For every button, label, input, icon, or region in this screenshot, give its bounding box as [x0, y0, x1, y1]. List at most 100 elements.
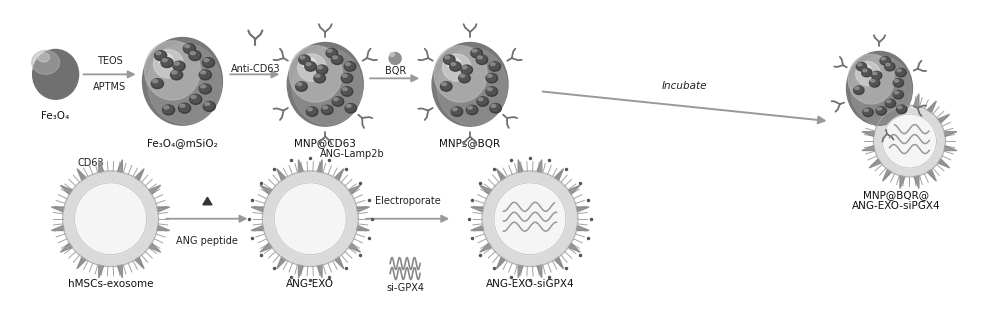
Text: Anti-CD63: Anti-CD63 [231, 64, 280, 74]
Ellipse shape [487, 74, 492, 77]
Ellipse shape [345, 104, 357, 113]
Polygon shape [60, 185, 72, 194]
Ellipse shape [183, 44, 195, 53]
Ellipse shape [856, 63, 867, 71]
Ellipse shape [332, 56, 341, 63]
Ellipse shape [191, 95, 196, 99]
Ellipse shape [896, 69, 905, 75]
Ellipse shape [864, 109, 868, 112]
Ellipse shape [390, 52, 395, 57]
Ellipse shape [490, 63, 495, 65]
Ellipse shape [147, 43, 221, 124]
Ellipse shape [897, 105, 907, 113]
Polygon shape [900, 176, 905, 188]
Polygon shape [518, 160, 523, 172]
Ellipse shape [201, 71, 206, 74]
Ellipse shape [33, 50, 79, 99]
Ellipse shape [441, 82, 452, 91]
Polygon shape [251, 207, 264, 212]
Polygon shape [869, 159, 881, 168]
Ellipse shape [190, 52, 195, 55]
Ellipse shape [462, 66, 471, 73]
Polygon shape [75, 183, 146, 255]
Ellipse shape [886, 63, 890, 66]
Ellipse shape [163, 105, 175, 115]
Ellipse shape [303, 58, 316, 69]
Polygon shape [77, 257, 86, 269]
Ellipse shape [451, 63, 456, 65]
Ellipse shape [847, 52, 912, 125]
Ellipse shape [444, 56, 453, 63]
Ellipse shape [307, 107, 316, 115]
Ellipse shape [179, 104, 189, 112]
Ellipse shape [199, 84, 211, 94]
Polygon shape [298, 265, 303, 278]
Ellipse shape [477, 97, 488, 106]
Text: si-GPX4: si-GPX4 [386, 283, 424, 294]
Ellipse shape [476, 55, 488, 64]
Polygon shape [882, 114, 936, 168]
Ellipse shape [341, 87, 353, 96]
Ellipse shape [898, 106, 902, 109]
Ellipse shape [452, 108, 457, 111]
Polygon shape [927, 101, 936, 113]
Ellipse shape [486, 74, 498, 83]
Ellipse shape [894, 80, 899, 82]
Ellipse shape [881, 58, 885, 60]
Ellipse shape [346, 105, 351, 107]
Ellipse shape [305, 62, 315, 70]
Text: ANG-Lamp2b: ANG-Lamp2b [320, 149, 385, 159]
Ellipse shape [468, 106, 472, 109]
Ellipse shape [300, 56, 305, 59]
Ellipse shape [459, 74, 469, 81]
Polygon shape [873, 105, 945, 177]
Ellipse shape [477, 97, 487, 105]
Ellipse shape [190, 94, 202, 104]
Polygon shape [117, 160, 122, 172]
Ellipse shape [199, 70, 211, 80]
Polygon shape [117, 265, 122, 278]
Ellipse shape [326, 48, 338, 58]
Polygon shape [349, 243, 360, 252]
Ellipse shape [173, 61, 185, 71]
Polygon shape [494, 183, 566, 255]
Ellipse shape [296, 82, 306, 90]
Ellipse shape [437, 48, 507, 125]
Ellipse shape [32, 51, 60, 74]
Ellipse shape [872, 72, 880, 78]
Text: MNPs@BQR: MNPs@BQR [439, 138, 501, 148]
Polygon shape [277, 257, 286, 269]
Ellipse shape [894, 91, 902, 97]
Polygon shape [251, 226, 264, 230]
Polygon shape [576, 226, 589, 230]
Polygon shape [277, 169, 286, 180]
Ellipse shape [486, 87, 498, 96]
Polygon shape [51, 207, 64, 212]
Ellipse shape [296, 82, 307, 91]
Ellipse shape [471, 49, 481, 56]
Ellipse shape [451, 107, 463, 116]
Ellipse shape [322, 105, 333, 115]
Polygon shape [471, 226, 483, 230]
Polygon shape [862, 146, 875, 150]
Ellipse shape [848, 54, 894, 104]
Ellipse shape [308, 108, 312, 111]
Polygon shape [260, 243, 272, 252]
Ellipse shape [490, 62, 499, 70]
Ellipse shape [872, 71, 882, 80]
Text: ANG-EXO: ANG-EXO [286, 279, 334, 289]
Ellipse shape [870, 79, 880, 87]
Ellipse shape [472, 49, 477, 52]
Ellipse shape [876, 107, 886, 115]
Ellipse shape [863, 69, 867, 72]
Polygon shape [274, 183, 346, 255]
Ellipse shape [201, 85, 206, 88]
Ellipse shape [189, 51, 199, 59]
Ellipse shape [200, 84, 210, 92]
Ellipse shape [434, 46, 487, 102]
Polygon shape [480, 185, 491, 194]
Ellipse shape [341, 74, 353, 83]
Polygon shape [135, 169, 144, 180]
Ellipse shape [894, 91, 899, 94]
Ellipse shape [333, 98, 338, 101]
